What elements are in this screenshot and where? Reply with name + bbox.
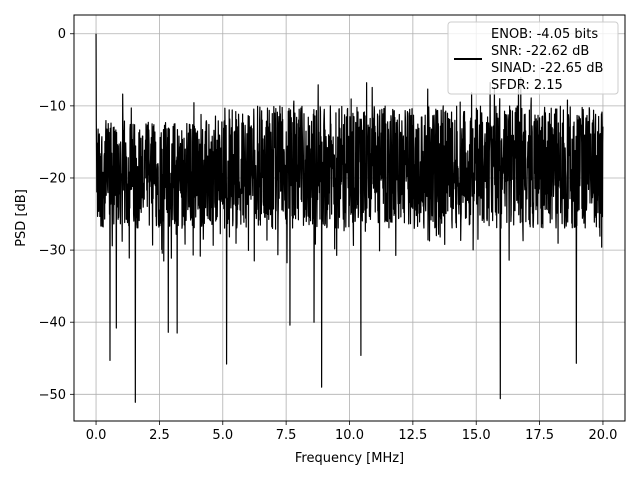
x-tick-label: 20.0 — [588, 428, 617, 443]
y-tick-label: −10 — [39, 99, 66, 114]
legend: ENOB: -4.05 bits SNR: -22.62 dB SINAD: -… — [447, 21, 619, 95]
y-tick-label: 0 — [58, 27, 66, 42]
x-tick-label: 7.5 — [276, 428, 297, 443]
legend-enob: ENOB: -4.05 bits — [491, 27, 598, 42]
legend-box — [447, 21, 619, 95]
legend-sinad: SINAD: -22.65 dB — [491, 61, 603, 76]
x-axis-label: Frequency [MHz] — [295, 451, 404, 466]
x-tick-label: 10.0 — [335, 428, 364, 443]
x-tick-label: 15.0 — [462, 428, 491, 443]
x-tick-label: 0.0 — [86, 428, 107, 443]
y-axis-label: PSD [dB] — [14, 189, 29, 247]
x-tick-label: 5.0 — [212, 428, 233, 443]
y-tick-label: −50 — [39, 388, 66, 403]
legend-sfdr: SFDR: 2.15 — [491, 78, 563, 93]
y-axis-ticks: 0 −10 −20 −30 −40 −50 — [39, 27, 74, 403]
x-tick-label: 17.5 — [525, 428, 554, 443]
x-axis-ticks: 0.0 2.5 5.0 7.5 10.0 12.5 15.0 17.5 20.0 — [86, 421, 617, 443]
x-tick-label: 12.5 — [398, 428, 427, 443]
x-tick-label: 2.5 — [149, 428, 170, 443]
y-tick-label: −30 — [39, 244, 66, 259]
y-tick-label: −40 — [39, 316, 66, 331]
legend-snr: SNR: -22.62 dB — [491, 44, 589, 59]
y-tick-label: −20 — [39, 171, 66, 186]
